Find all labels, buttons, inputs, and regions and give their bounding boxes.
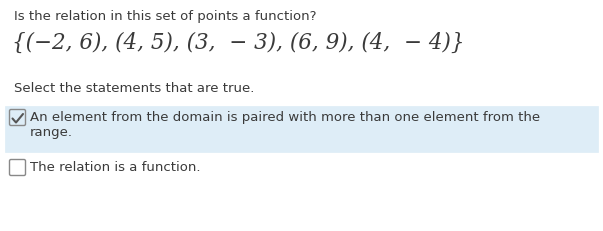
Text: Select the statements that are true.: Select the statements that are true. <box>14 82 254 94</box>
Text: range.: range. <box>30 125 73 138</box>
Text: Is the relation in this set of points a function?: Is the relation in this set of points a … <box>14 10 317 23</box>
Text: The relation is a function.: The relation is a function. <box>30 160 201 173</box>
Text: {(−2, 6), (4, 5), (3,  − 3), (6, 9), (4,  − 4)}: {(−2, 6), (4, 5), (3, − 3), (6, 9), (4, … <box>12 32 464 54</box>
FancyBboxPatch shape <box>10 160 25 176</box>
Text: An element from the domain is paired with more than one element from the: An element from the domain is paired wit… <box>30 110 540 123</box>
FancyBboxPatch shape <box>5 106 598 152</box>
FancyBboxPatch shape <box>10 110 25 126</box>
